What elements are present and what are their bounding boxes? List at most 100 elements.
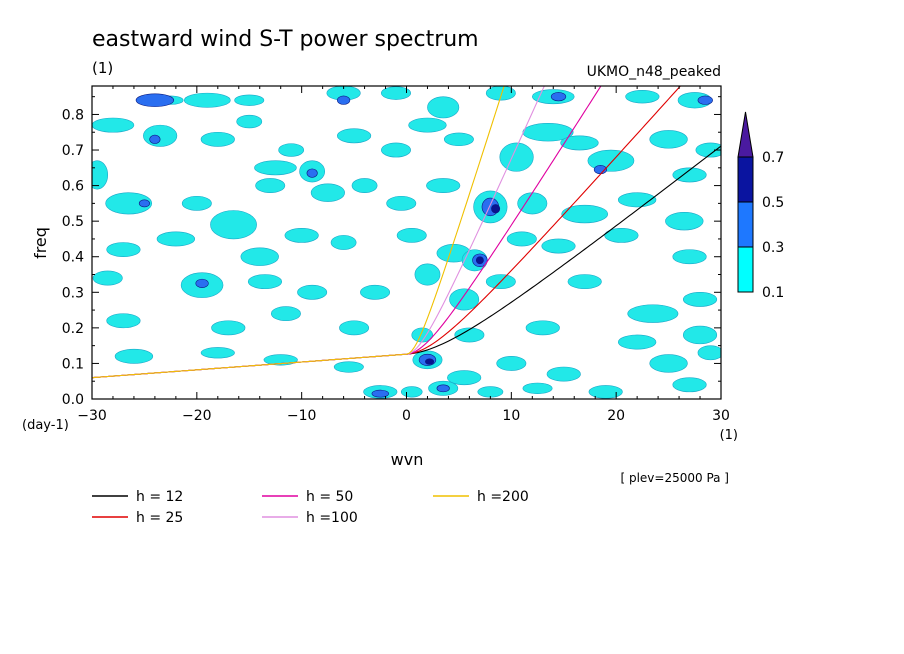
contour-fills bbox=[92, 86, 721, 399]
contour-blob-level-3 bbox=[475, 256, 484, 265]
legend-entry: h = 50 bbox=[306, 489, 353, 505]
contour-blob-level-1 bbox=[477, 386, 504, 398]
curve-200 bbox=[92, 86, 505, 379]
curve-100 bbox=[92, 86, 545, 379]
curve-50 bbox=[92, 86, 602, 379]
contour-blob-level-1 bbox=[386, 195, 417, 211]
contour-blob-level-1 bbox=[333, 361, 364, 373]
contour-blob-level-1 bbox=[541, 238, 576, 254]
contour-blob-level-1 bbox=[234, 94, 265, 106]
colorbar-segment bbox=[737, 156, 754, 203]
contour-blob-level-1 bbox=[381, 142, 411, 158]
contour-blob-level-1 bbox=[506, 231, 537, 247]
y-tick-label: 0.2 bbox=[62, 321, 84, 337]
contour-blob-level-1 bbox=[682, 325, 718, 345]
dispersion-curves bbox=[92, 86, 721, 379]
contour-blob-level-1 bbox=[427, 96, 460, 119]
legend-entry: h = 25 bbox=[136, 510, 183, 526]
contour-blob-level-1 bbox=[408, 117, 447, 133]
contour-blob-level-1 bbox=[485, 86, 516, 101]
contour-blob-level-1 bbox=[517, 192, 548, 215]
chart-title: eastward wind S-T power spectrum bbox=[92, 27, 479, 52]
contour-blob-level-1 bbox=[400, 386, 423, 398]
contour-blob-level-1 bbox=[297, 284, 328, 300]
contour-blob-level-1 bbox=[106, 242, 141, 258]
contour-blob-level-1 bbox=[236, 114, 263, 129]
contour-blob-level-3 bbox=[491, 204, 501, 214]
x-tick-label: 10 bbox=[502, 408, 520, 424]
y-tick-label: 0.3 bbox=[62, 285, 84, 301]
contour-blob-level-1 bbox=[255, 178, 286, 194]
legend: h = 12 h = 25 h = 50 h =100 h =200 bbox=[92, 489, 529, 526]
contour-blob-level-1 bbox=[200, 347, 235, 359]
contour-blob-level-1 bbox=[240, 247, 279, 266]
x-tick-label: −10 bbox=[287, 408, 317, 424]
contour-blob-level-1 bbox=[339, 320, 370, 336]
contour-blob-level-1 bbox=[649, 354, 688, 373]
contour-blob-level-1 bbox=[105, 192, 153, 215]
contour-blob-level-1 bbox=[695, 142, 721, 158]
contour-blob-level-1 bbox=[411, 327, 434, 343]
colorbar-label: 0.5 bbox=[762, 195, 784, 211]
contour-blob-level-2 bbox=[135, 93, 175, 107]
contour-blob-level-2 bbox=[138, 199, 150, 208]
contour-blob-level-1 bbox=[665, 211, 704, 231]
contour-blob-level-1 bbox=[522, 382, 553, 394]
x-tick-label: 30 bbox=[712, 408, 730, 424]
colorbar-label: 0.3 bbox=[762, 240, 784, 256]
y-unit-label: (day-1) bbox=[22, 418, 69, 433]
contour-blob-level-1 bbox=[270, 306, 301, 322]
y-tick-label: 0.0 bbox=[62, 392, 84, 408]
colorbar-label: 0.1 bbox=[762, 285, 784, 301]
contour-blob-level-2 bbox=[149, 134, 161, 144]
contour-blob-level-2 bbox=[371, 389, 389, 398]
y-tick-label: 0.5 bbox=[62, 214, 84, 230]
x-axis-label: wvn bbox=[391, 450, 424, 469]
colorbar-label: 0.7 bbox=[762, 150, 784, 166]
x-tick-label: 20 bbox=[607, 408, 625, 424]
legend-entry: h = 12 bbox=[136, 489, 183, 505]
contour-blob-level-1 bbox=[156, 231, 196, 247]
contour-blob-level-1 bbox=[499, 142, 534, 172]
contour-blob-level-1 bbox=[449, 288, 480, 311]
contour-blob-level-1 bbox=[337, 128, 372, 144]
contour-blob-level-1 bbox=[183, 92, 231, 108]
axis-ticks: −30 −20 −10 0 10 20 30 0.0 0.1 0.2 0.3 0.4 0.5 0.6 0.7… bbox=[62, 86, 730, 424]
contour-blob-level-1 bbox=[114, 348, 154, 364]
contour-blob-level-1 bbox=[672, 167, 707, 183]
contour-blob-level-1 bbox=[617, 334, 657, 350]
contour-blob-level-1 bbox=[106, 313, 141, 329]
contour-blob-level-2 bbox=[337, 95, 351, 105]
legend-entry: h =200 bbox=[477, 489, 529, 505]
contour-blob-level-1 bbox=[567, 274, 602, 290]
colorbar-segment bbox=[737, 201, 754, 248]
contour-blob-level-1 bbox=[625, 89, 660, 104]
contour-blob-level-1 bbox=[360, 284, 391, 300]
contour-blob-level-2 bbox=[550, 92, 567, 102]
contour-blob-level-1 bbox=[414, 263, 441, 286]
contour-blob-level-1 bbox=[200, 131, 235, 147]
contour-blob-level-1 bbox=[649, 130, 688, 149]
contour-blob-level-1 bbox=[426, 178, 461, 194]
contour-blob-level-1 bbox=[697, 345, 721, 361]
contour-blob-level-1 bbox=[588, 385, 623, 399]
contour-blob-level-1 bbox=[561, 204, 609, 224]
y-tick-label: 0.8 bbox=[62, 107, 84, 123]
contour-blob-level-2 bbox=[306, 168, 318, 178]
y-tick-label: 0.6 bbox=[62, 179, 84, 195]
y-tick-label: 0.1 bbox=[62, 356, 84, 372]
contour-blob-level-1 bbox=[546, 366, 581, 382]
contour-blob-level-1 bbox=[396, 227, 427, 243]
y-axis-label: freq bbox=[31, 227, 50, 259]
x-tick-label: 0 bbox=[402, 408, 411, 424]
contour-blob-level-1 bbox=[672, 249, 707, 265]
contour-blob-level-1 bbox=[627, 304, 679, 323]
colorbar-segment bbox=[737, 246, 754, 293]
contour-blob-level-1 bbox=[278, 143, 305, 157]
contour-blob-level-1 bbox=[247, 274, 283, 290]
x-tick-label: −30 bbox=[77, 408, 107, 424]
contour-blob-level-1 bbox=[604, 227, 639, 243]
colorbar: 0.1 0.3 0.5 0.7 bbox=[737, 111, 784, 301]
contour-blob-level-2 bbox=[436, 384, 450, 393]
y-tick-label: 0.7 bbox=[62, 143, 84, 159]
